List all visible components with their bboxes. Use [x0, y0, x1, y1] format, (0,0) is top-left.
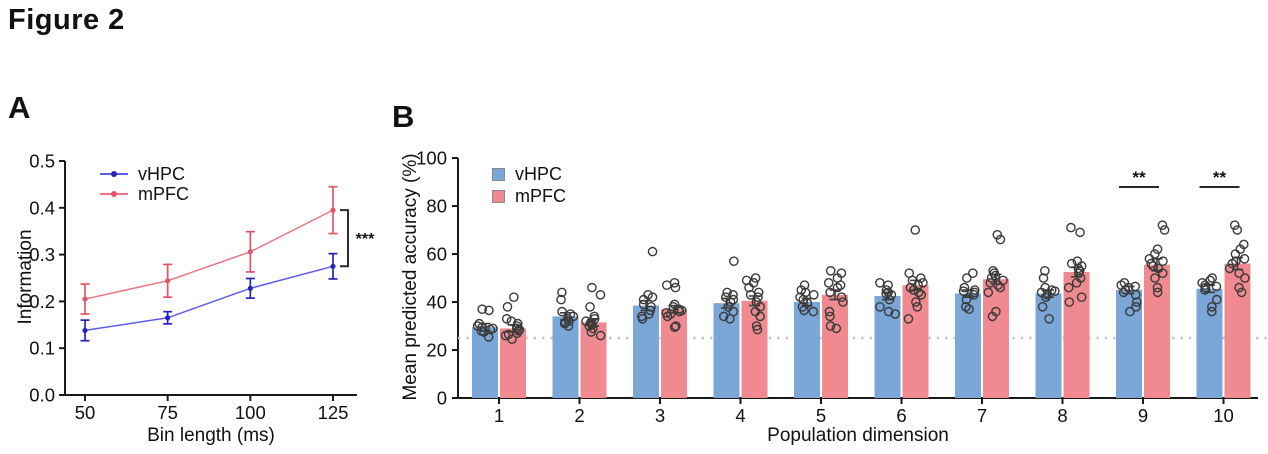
svg-text:**: **: [1132, 168, 1146, 187]
vhpc-legend-label: vHPC: [515, 164, 563, 184]
panel-b-plot: 0 20 40 60 80 100 1 2 3 4 5 6 7 8 9 10 ** **: [416, 148, 1268, 426]
panel-a-legend-item-mpfc: mPFC: [100, 184, 189, 204]
panel-a-series-vhpc: [80, 252, 338, 342]
svg-text:20: 20: [426, 340, 447, 361]
panel-b-points-mpfc: [500, 220, 1250, 344]
panel-a-label: A: [8, 90, 31, 125]
svg-text:6: 6: [896, 405, 906, 426]
svg-text:0.5: 0.5: [29, 151, 55, 172]
vhpc-legend-label: vHPC: [138, 164, 186, 184]
panel-b-label: B: [392, 99, 415, 134]
svg-text:3: 3: [655, 405, 665, 426]
mpfc-square-swatch-icon: [492, 189, 505, 203]
mpfc-legend-label: mPFC: [515, 186, 566, 206]
svg-text:5: 5: [816, 405, 826, 426]
svg-text:1: 1: [494, 405, 504, 426]
svg-text:8: 8: [1057, 405, 1067, 426]
mpfc-line-swatch-icon: [100, 184, 128, 204]
panel-a-series-mpfc: [80, 185, 338, 315]
svg-text:100: 100: [235, 402, 266, 423]
panel-a-plot: 0.0 0.1 0.2 0.3 0.4 0.5 50 75 100 125 ***: [29, 151, 375, 424]
svg-text:80: 80: [426, 196, 447, 217]
panel-b-legend-item-vhpc: vHPC: [492, 164, 566, 184]
panel-a-legend: vHPC mPFC: [100, 164, 189, 204]
svg-text:60: 60: [426, 244, 447, 265]
vhpc-line-swatch-icon: [100, 164, 128, 184]
panel-b-legend: vHPC mPFC: [492, 164, 566, 206]
panel-b-legend-item-mpfc: mPFC: [492, 186, 566, 206]
panel-b-points-vhpc: [472, 246, 1222, 342]
svg-text:0.0: 0.0: [29, 385, 55, 406]
svg-text:0.2: 0.2: [29, 291, 55, 312]
svg-text:7: 7: [977, 405, 987, 426]
svg-text:10: 10: [1213, 405, 1234, 426]
svg-text:2: 2: [574, 405, 584, 426]
panel-b-significance-dim9: **: [1119, 168, 1159, 188]
svg-text:125: 125: [318, 402, 349, 423]
panel-a-significance: ***: [340, 209, 375, 268]
mpfc-legend-label: mPFC: [138, 184, 189, 204]
svg-text:0.4: 0.4: [29, 197, 55, 218]
panel-a-x-axis-title: Bin length (ms): [147, 425, 275, 446]
svg-text:***: ***: [356, 231, 375, 248]
panel-b-chart: 0 20 40 60 80 100 1 2 3 4 5 6 7 8 9 10 ** **: [416, 148, 1268, 426]
svg-text:4: 4: [735, 405, 745, 426]
panel-b-x-axis-title: Population dimension: [767, 425, 949, 446]
svg-text:50: 50: [75, 402, 96, 423]
panel-b-significance-dim10: **: [1199, 168, 1240, 188]
svg-text:**: **: [1213, 168, 1227, 187]
panel-b-bars-mpfc: [500, 263, 1251, 398]
svg-text:0: 0: [437, 388, 447, 409]
svg-text:40: 40: [426, 292, 447, 313]
panel-a-legend-item-vhpc: vHPC: [100, 164, 189, 184]
figure-title: Figure 2: [8, 4, 125, 36]
vhpc-square-swatch-icon: [492, 167, 505, 181]
svg-text:100: 100: [416, 148, 447, 169]
svg-text:9: 9: [1138, 405, 1148, 426]
svg-text:75: 75: [157, 402, 178, 423]
svg-text:0.1: 0.1: [29, 338, 55, 359]
svg-text:0.3: 0.3: [29, 244, 55, 265]
panel-a-chart: 0.0 0.1 0.2 0.3 0.4 0.5 50 75 100 125 ***: [29, 151, 375, 424]
